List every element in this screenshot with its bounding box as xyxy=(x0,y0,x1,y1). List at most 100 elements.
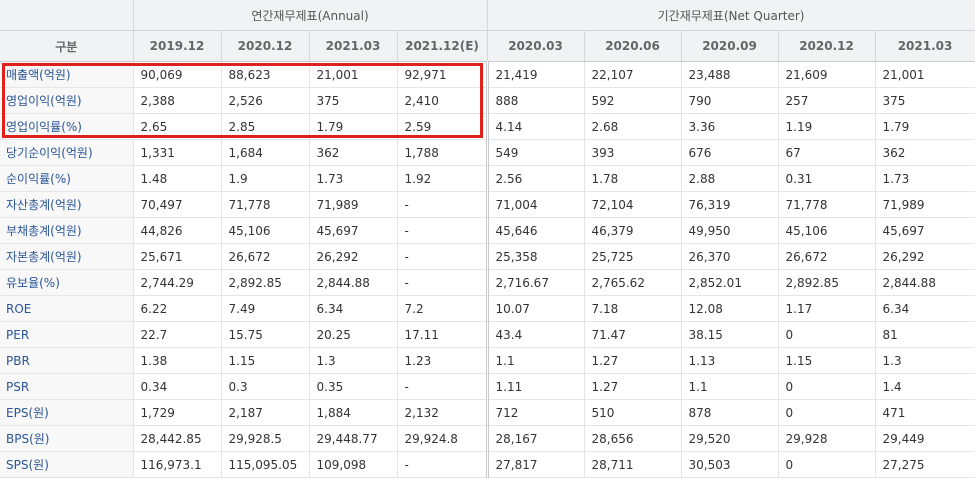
quarter-cell: 549 xyxy=(487,139,585,166)
quarter-cell: 23,488 xyxy=(681,61,779,88)
annual-cell: 375 xyxy=(309,87,398,114)
row-label[interactable]: 자산총계(억원) xyxy=(0,191,134,218)
annual-cell: 44,826 xyxy=(133,217,222,244)
quarter-cell: 76,319 xyxy=(681,191,779,218)
annual-cell: 21,001 xyxy=(309,61,398,88)
annual-cell: 2,132 xyxy=(397,399,489,426)
quarter-cell: 45,697 xyxy=(875,217,975,244)
quarter-cell: 28,167 xyxy=(487,425,585,452)
annual-cell: 2.65 xyxy=(133,113,222,140)
table-row: SPS(원) 116,973.1 115,095.05 109,098-27,817 2… xyxy=(0,451,975,478)
annual-cell: 116,973.1 xyxy=(133,451,222,478)
row-label[interactable]: 부채총계(억원) xyxy=(0,217,134,244)
annual-cell: 6.22 xyxy=(133,295,222,322)
quarter-cell: 1.13 xyxy=(681,347,779,374)
table-row: 영업이익률(%) 2.65 2.85 1.79 2.59 4.14 2.68 3.36 1.19… xyxy=(0,113,975,140)
row-label[interactable]: 영업이익률(%) xyxy=(0,113,134,140)
table-row: PER 22.7 15.75 20.25 17.11 43.4 71.47 38.15 0 81 xyxy=(0,321,975,348)
quarter-cell: 2.56 xyxy=(487,165,585,192)
quarter-cell: 45,646 xyxy=(487,217,585,244)
quarter-cell: 45,106 xyxy=(778,217,876,244)
table-row: PBR 1.38 1.15 1.3 1.23 1.1 1.27 1.13 1.15 1.3 xyxy=(0,347,975,374)
table-row: 매출액(억원) 90,069 88,623 21,001 92,971 21,419 22,… xyxy=(0,61,975,88)
quarter-period-header: 2020.03 xyxy=(487,30,585,62)
quarter-cell: 29,449 xyxy=(875,425,975,452)
quarter-cell: 21,419 xyxy=(487,61,585,88)
quarter-cell: 67 xyxy=(778,139,876,166)
quarter-cell: 878 xyxy=(681,399,779,426)
row-label[interactable]: 매출액(억원) xyxy=(0,61,134,88)
table-row: 유보율(%) 2,744.29 2,892.85 2,844.88-2,716.67 2… xyxy=(0,269,975,296)
row-label[interactable]: 당기순이익(억원) xyxy=(0,139,134,166)
quarter-cell: 712 xyxy=(487,399,585,426)
annual-period-header: 2020.12 xyxy=(221,30,310,62)
quarter-period-header: 2020.12 xyxy=(778,30,876,62)
annual-cell: 26,672 xyxy=(221,243,310,270)
quarter-cell: 1.4 xyxy=(875,373,975,400)
quarter-cell: 25,358 xyxy=(487,243,585,270)
quarter-cell: 790 xyxy=(681,87,779,114)
quarter-period-header: 2020.09 xyxy=(681,30,779,62)
annual-cell: 1.9 xyxy=(221,165,310,192)
quarter-cell: 1.15 xyxy=(778,347,876,374)
annual-cell: 1.23 xyxy=(397,347,489,374)
quarter-cell: 1.79 xyxy=(875,113,975,140)
annual-cell: 1.92 xyxy=(397,165,489,192)
quarter-cell: 0.31 xyxy=(778,165,876,192)
annual-cell: 2,892.85 xyxy=(221,269,310,296)
annual-cell: - xyxy=(397,243,489,270)
quarter-cell: 1.78 xyxy=(584,165,682,192)
annual-cell: 2,744.29 xyxy=(133,269,222,296)
annual-cell: 29,924.8 xyxy=(397,425,489,452)
quarter-cell: 22,107 xyxy=(584,61,682,88)
quarter-cell: 38.15 xyxy=(681,321,779,348)
quarter-cell: 1.27 xyxy=(584,347,682,374)
row-label[interactable]: 순이익률(%) xyxy=(0,165,134,192)
annual-cell: 1,729 xyxy=(133,399,222,426)
quarter-cell: 676 xyxy=(681,139,779,166)
quarter-cell: 81 xyxy=(875,321,975,348)
corner-cell xyxy=(0,0,134,31)
quarter-cell: 0 xyxy=(778,451,876,478)
row-label[interactable]: PER xyxy=(0,321,134,348)
annual-cell: 45,106 xyxy=(221,217,310,244)
row-label[interactable]: BPS(원) xyxy=(0,425,134,452)
annual-cell: 2,410 xyxy=(397,87,489,114)
quarter-cell: 2.88 xyxy=(681,165,779,192)
annual-cell: 109,098 xyxy=(309,451,398,478)
table-row: 순이익률(%) 1.48 1.9 1.73 1.92 2.56 1.78 2.88 0.31 1.… xyxy=(0,165,975,192)
row-label[interactable]: 유보율(%) xyxy=(0,269,134,296)
row-label[interactable]: 영업이익(억원) xyxy=(0,87,134,114)
row-label[interactable]: PBR xyxy=(0,347,134,374)
quarter-period-header: 2020.06 xyxy=(584,30,682,62)
quarter-cell: 27,817 xyxy=(487,451,585,478)
quarter-cell: 1.19 xyxy=(778,113,876,140)
annual-group-header: 연간재무제표(Annual) xyxy=(133,0,488,31)
row-label[interactable]: EPS(원) xyxy=(0,399,134,426)
quarter-cell: 7.18 xyxy=(584,295,682,322)
quarter-cell: 3.36 xyxy=(681,113,779,140)
quarter-cell: 1.17 xyxy=(778,295,876,322)
quarter-cell: 2,765.62 xyxy=(584,269,682,296)
row-label[interactable]: ROE xyxy=(0,295,134,322)
quarter-cell: 592 xyxy=(584,87,682,114)
annual-cell: 2,388 xyxy=(133,87,222,114)
quarter-cell: 1.11 xyxy=(487,373,585,400)
annual-cell: 1,884 xyxy=(309,399,398,426)
row-label[interactable]: PSR xyxy=(0,373,134,400)
annual-cell: - xyxy=(397,217,489,244)
table-row: 자산총계(억원) 70,497 71,778 71,989-71,004 72,104 7… xyxy=(0,191,975,218)
row-label[interactable]: 자본총계(억원) xyxy=(0,243,134,270)
quarter-cell: 43.4 xyxy=(487,321,585,348)
row-label[interactable]: SPS(원) xyxy=(0,451,134,478)
quarter-cell: 28,656 xyxy=(584,425,682,452)
quarter-cell: 26,672 xyxy=(778,243,876,270)
quarter-cell: 362 xyxy=(875,139,975,166)
quarter-cell: 2,844.88 xyxy=(875,269,975,296)
annual-cell: 2.85 xyxy=(221,113,310,140)
quarter-cell: 71,778 xyxy=(778,191,876,218)
annual-cell: 1.73 xyxy=(309,165,398,192)
quarter-cell: 71,004 xyxy=(487,191,585,218)
table-row: ROE 6.22 7.49 6.34 7.2 10.07 7.18 12.08 1.17 6.34 xyxy=(0,295,975,322)
